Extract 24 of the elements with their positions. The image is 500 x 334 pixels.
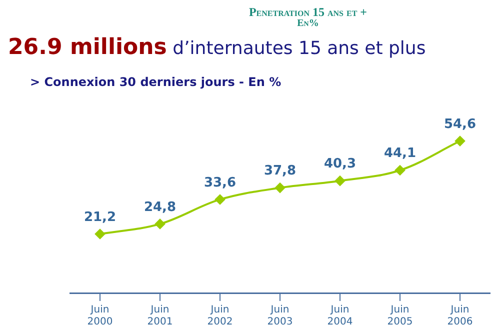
x-tick-label: Juin 2005: [387, 304, 413, 328]
data-label: 44,1: [384, 146, 416, 162]
x-tick-label: Juin 2003: [267, 304, 293, 328]
point: [395, 165, 405, 176]
data-label: 24,8: [144, 200, 176, 215]
point: [335, 176, 345, 186]
x-tick-label: Juin 2001: [147, 304, 173, 328]
data-label: 54,6: [444, 116, 476, 132]
data-label: 33,6: [204, 175, 236, 190]
data-label: 21,2: [84, 210, 116, 225]
point: [275, 182, 285, 193]
x-tick-label: Juin 2004: [327, 304, 353, 328]
point: [215, 194, 225, 204]
chart-title: Penetration 15 ans et + En%: [248, 5, 368, 30]
point: [155, 218, 165, 229]
x-tick-label: Juin 2000: [87, 304, 113, 328]
x-tick-label: Juin 2006: [447, 304, 473, 328]
data-label: 37,8: [264, 164, 296, 179]
x-tick-label: Juin 2002: [207, 304, 233, 328]
text: > Connexion 30 derniers jours - En %: [30, 75, 282, 89]
point: [95, 228, 105, 239]
point: [455, 136, 465, 146]
chart-subtitle: 26.9 millions d’internautes 15 ans et plus: [8, 35, 426, 60]
data-label: 40,3: [324, 156, 356, 172]
